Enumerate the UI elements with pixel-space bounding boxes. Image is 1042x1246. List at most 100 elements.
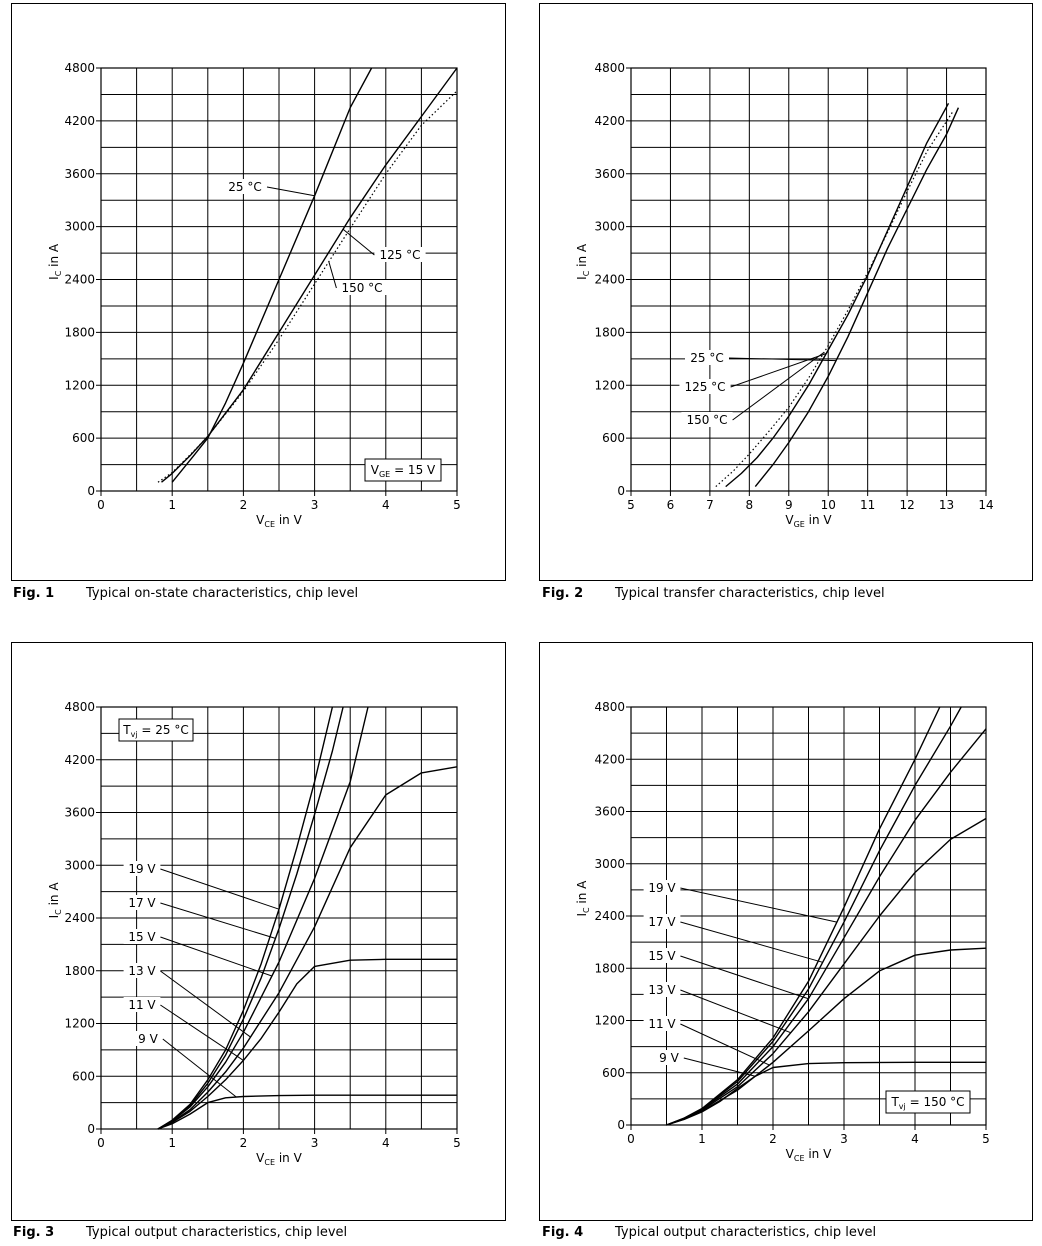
y-tick-label: 3600 <box>594 805 625 819</box>
series-label-bg <box>133 1031 163 1046</box>
x-tick-label: 9 <box>785 498 793 512</box>
y-tick-label: 3600 <box>64 167 95 181</box>
grid <box>100 706 458 1130</box>
series-label-bg <box>685 350 729 365</box>
y-tick-label: 4200 <box>594 114 625 128</box>
x-tick-label: 7 <box>706 498 714 512</box>
series-label: 13 V <box>648 983 676 997</box>
leader-line <box>730 353 827 388</box>
y-tick-label: 600 <box>72 431 95 445</box>
y-tick-label: 4800 <box>594 700 625 714</box>
leader-line <box>680 989 791 1034</box>
series-label-bg <box>123 963 161 978</box>
x-tick-label: 2 <box>769 1132 777 1146</box>
leader-line <box>680 1023 770 1066</box>
series-label: 9 V <box>659 1051 679 1065</box>
y-tick-label: 0 <box>617 484 625 498</box>
x-tick-label: 0 <box>97 1136 105 1150</box>
y-tick-label: 2400 <box>64 911 95 925</box>
series-label-bg <box>643 914 681 929</box>
x-tick-label: 5 <box>627 498 635 512</box>
condition-label: Tvj = 25 °C <box>122 723 188 739</box>
series-label: 17 V <box>128 896 156 910</box>
figure-3-panel: 0 600 1200 1800 2400 3000 3600 4200 4800 0 1 2 3 4 5 VC… <box>11 642 506 1221</box>
leader-line <box>680 921 823 963</box>
series-label-bg <box>336 280 388 295</box>
x-tick-label: 10 <box>821 498 836 512</box>
grid <box>630 706 987 1126</box>
x-tick-label: 2 <box>240 1136 248 1150</box>
y-tick-label: 1800 <box>594 325 625 339</box>
series-label-bg <box>123 997 161 1012</box>
leader-line <box>342 228 375 256</box>
output-chart-150c: 0 600 1200 1800 2400 3000 3600 4200 4800 0 1 2 3 4 5 VC… <box>575 700 990 1163</box>
y-axis-title: IC in A <box>575 880 591 917</box>
series-label: 150 °C <box>686 413 727 427</box>
x-tick-label: 5 <box>982 1132 990 1146</box>
x-tick-label: 6 <box>667 498 675 512</box>
figure-label: Fig. 2 <box>542 586 584 601</box>
leader-line <box>680 955 809 1000</box>
series-line-9-v <box>157 1094 457 1130</box>
series-label-bg <box>643 880 681 895</box>
caption-text: Typical transfer characteristics, chip l… <box>615 586 885 601</box>
x-axis-title: VGE in V <box>785 513 832 529</box>
leader-line <box>162 1038 237 1098</box>
y-tick-label: 3600 <box>594 167 625 181</box>
leader-line <box>328 261 337 289</box>
x-axis-title: VCE in V <box>256 1151 302 1167</box>
leader-line <box>683 1057 756 1077</box>
series-label-bg <box>374 247 426 262</box>
figure-label: Fig. 3 <box>13 1225 55 1240</box>
y-tick-label: 2400 <box>594 909 625 923</box>
transfer-chart: 0 600 1200 1800 2400 3000 3600 4200 4800 5 6 7 8 9 10 1… <box>575 61 994 529</box>
y-tick-label: 3000 <box>594 857 625 871</box>
figure-2-panel: 0 600 1200 1800 2400 3000 3600 4200 4800 5 6 7 8 9 10 1… <box>539 3 1033 581</box>
y-tick-label: 4800 <box>64 700 95 714</box>
x-tick-label: 4 <box>911 1132 919 1146</box>
leader-line <box>160 1004 244 1061</box>
y-tick-label: 1800 <box>64 964 95 978</box>
x-tick-label: 4 <box>382 1136 390 1150</box>
series-label: 150 °C <box>341 281 382 295</box>
series-label: 19 V <box>648 881 676 895</box>
series-label-bg <box>643 948 681 963</box>
series-line-9-v <box>666 1061 986 1126</box>
x-tick-label: 4 <box>382 498 390 512</box>
y-tick-label: 3600 <box>64 806 95 820</box>
series-line-125-c <box>161 67 458 483</box>
series-label: 17 V <box>648 915 676 929</box>
series-line-25-c <box>754 107 960 488</box>
x-tick-label: 1 <box>168 1136 176 1150</box>
y-tick-label: 600 <box>602 431 625 445</box>
figure-1-caption: Fig. 1 Typical on-state characteristics, … <box>13 586 358 601</box>
y-axis-title: IC in A <box>47 882 63 919</box>
x-tick-label: 14 <box>978 498 993 512</box>
series-label-bg <box>223 179 267 194</box>
condition-label: VGE = 15 V <box>371 463 436 479</box>
y-tick-label: 2400 <box>594 273 625 287</box>
series-label: 11 V <box>128 998 156 1012</box>
x-tick-label: 1 <box>698 1132 706 1146</box>
series-line-150-c <box>157 90 458 483</box>
series-label-bg <box>654 1050 684 1065</box>
series-label: 9 V <box>138 1032 158 1046</box>
series-label: 19 V <box>128 862 156 876</box>
x-axis-title: VCE in V <box>786 1147 832 1163</box>
x-tick-label: 12 <box>899 498 914 512</box>
condition-box <box>885 1090 971 1114</box>
series-label-bg <box>681 412 733 427</box>
leader-line <box>680 887 838 923</box>
series-label: 125 °C <box>684 380 725 394</box>
figure-3-caption: Fig. 3 Typical output characteristics, ch… <box>13 1225 347 1240</box>
y-tick-label: 2400 <box>64 273 95 287</box>
series-label: 25 °C <box>690 351 723 365</box>
x-tick-label: 5 <box>453 498 461 512</box>
leader-line <box>160 936 273 977</box>
leader-line <box>160 970 251 1038</box>
figure-label: Fig. 1 <box>13 586 55 601</box>
series-line-11-v <box>157 958 457 1130</box>
series-line-17-v <box>157 706 344 1130</box>
figure-label: Fig. 4 <box>542 1225 584 1240</box>
figure-4-panel: 0 600 1200 1800 2400 3000 3600 4200 4800 0 1 2 3 4 5 VC… <box>539 642 1033 1221</box>
